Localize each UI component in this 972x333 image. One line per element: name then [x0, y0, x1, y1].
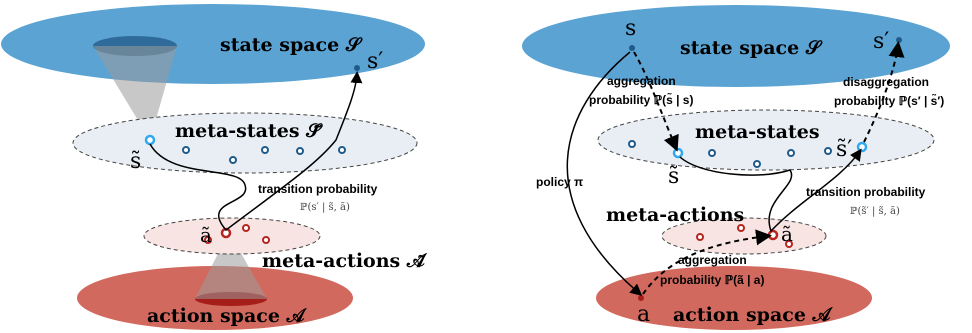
right-a-dot: [638, 295, 644, 301]
left-transition-label: transition probability: [258, 182, 378, 196]
left-s-tilde-label: s̃: [130, 149, 141, 174]
left-meta-states-label: meta-states 𝒮̃: [175, 120, 323, 142]
right-s-prime-label: s′: [873, 29, 889, 54]
right-a-tilde-label: ã: [781, 222, 793, 246]
right-s-tilde-prime-dot: [856, 141, 868, 153]
right-s-label: s: [625, 16, 636, 41]
right-meta-action-dot: [696, 233, 704, 241]
left-meta-state-dot: [296, 147, 304, 155]
right-meta-state-dot: [708, 149, 716, 157]
left-a-tilde-label: ã: [200, 223, 212, 247]
right-meta-state-dot: [787, 149, 795, 157]
left-action-cone: [195, 232, 267, 299]
left-meta-state-dot: [338, 146, 346, 154]
right-transition-label: transition probability: [806, 185, 926, 199]
right-meta-action-dot: [785, 240, 793, 248]
right-state-space-label: state space 𝒮: [680, 37, 823, 59]
right-s-prime-dot: [896, 37, 902, 43]
right-policy-arrow: [566, 51, 643, 296]
left-state-space-label: state space 𝒮: [220, 34, 363, 56]
left-meta-states-region: [72, 112, 418, 174]
left-meta-actions-label: meta-actions 𝒜̃: [262, 250, 428, 272]
right-s-dot: [629, 45, 635, 51]
right-disaggregation-arrow: [863, 41, 905, 143]
left-state-cone: [93, 46, 177, 140]
right-meta-state-dot: [628, 140, 636, 148]
right-panel: s state space 𝒮 s′ aggregation probabili…: [522, 5, 950, 330]
left-s-prime-label: s′: [367, 49, 383, 74]
right-aggregation-arrow-top: [633, 51, 679, 152]
left-transition-formula: ℙ(s′ | s̃, ã): [300, 202, 350, 213]
right-action-space-label: action space 𝒜: [673, 304, 834, 326]
right-s-tilde-prime-label: s̃′: [836, 137, 852, 162]
right-transition-formula: ℙ(s̃′ | s̃, ã): [850, 206, 900, 217]
right-meta-action-dot: [737, 224, 745, 232]
left-meta-state-dot: [229, 156, 237, 164]
right-meta-states-label: meta-states: [695, 121, 820, 143]
right-meta-state-dot: [824, 147, 832, 155]
right-s-tilde-dot: [672, 147, 684, 159]
left-meta-state-dot: [182, 146, 190, 154]
left-meta-state-dot: [261, 146, 269, 154]
right-a-tilde-dot: [767, 229, 779, 241]
left-s-tilde-dot: [144, 134, 156, 146]
left-panel: state space 𝒮 s′ meta-states 𝒮̃ s̃ trans…: [1, 4, 428, 330]
right-a-label: a: [637, 302, 650, 327]
right-aggregation-top-line1: aggregation: [607, 74, 676, 88]
right-disaggregation-line2: probability ℙ(s′ | s̃′): [834, 93, 944, 108]
right-aggregation-top-line2: probability ℙ(s̃ | s): [589, 92, 693, 107]
right-aggregation-bottom-line2: probability ℙ(ã | a): [660, 273, 764, 287]
right-meta-state-dot: [753, 160, 761, 168]
left-meta-action-dot: [262, 236, 270, 244]
left-transition-arrow: [149, 71, 363, 232]
left-meta-actions-region: [143, 217, 321, 255]
left-action-space-label: action space 𝒜: [147, 305, 308, 327]
right-meta-actions-label: meta-actions: [606, 204, 744, 226]
right-policy-label: policy π: [536, 175, 583, 189]
right-s-tilde-label: s̃: [668, 164, 679, 189]
left-s-prime-dot: [354, 65, 360, 71]
left-meta-action-dot: [204, 236, 212, 244]
right-meta-actions-region: [661, 217, 827, 255]
right-aggregation-bottom-line1: aggregation: [678, 253, 747, 267]
right-aggregation-arrow-bottom: [642, 229, 772, 295]
right-action-space: [596, 266, 872, 330]
right-state-space: [522, 5, 950, 87]
right-transition-arrow: [679, 148, 862, 233]
left-state-space: [1, 4, 425, 84]
left-meta-action-dot: [242, 224, 250, 232]
right-disaggregation-line1: disaggregation: [843, 75, 929, 89]
